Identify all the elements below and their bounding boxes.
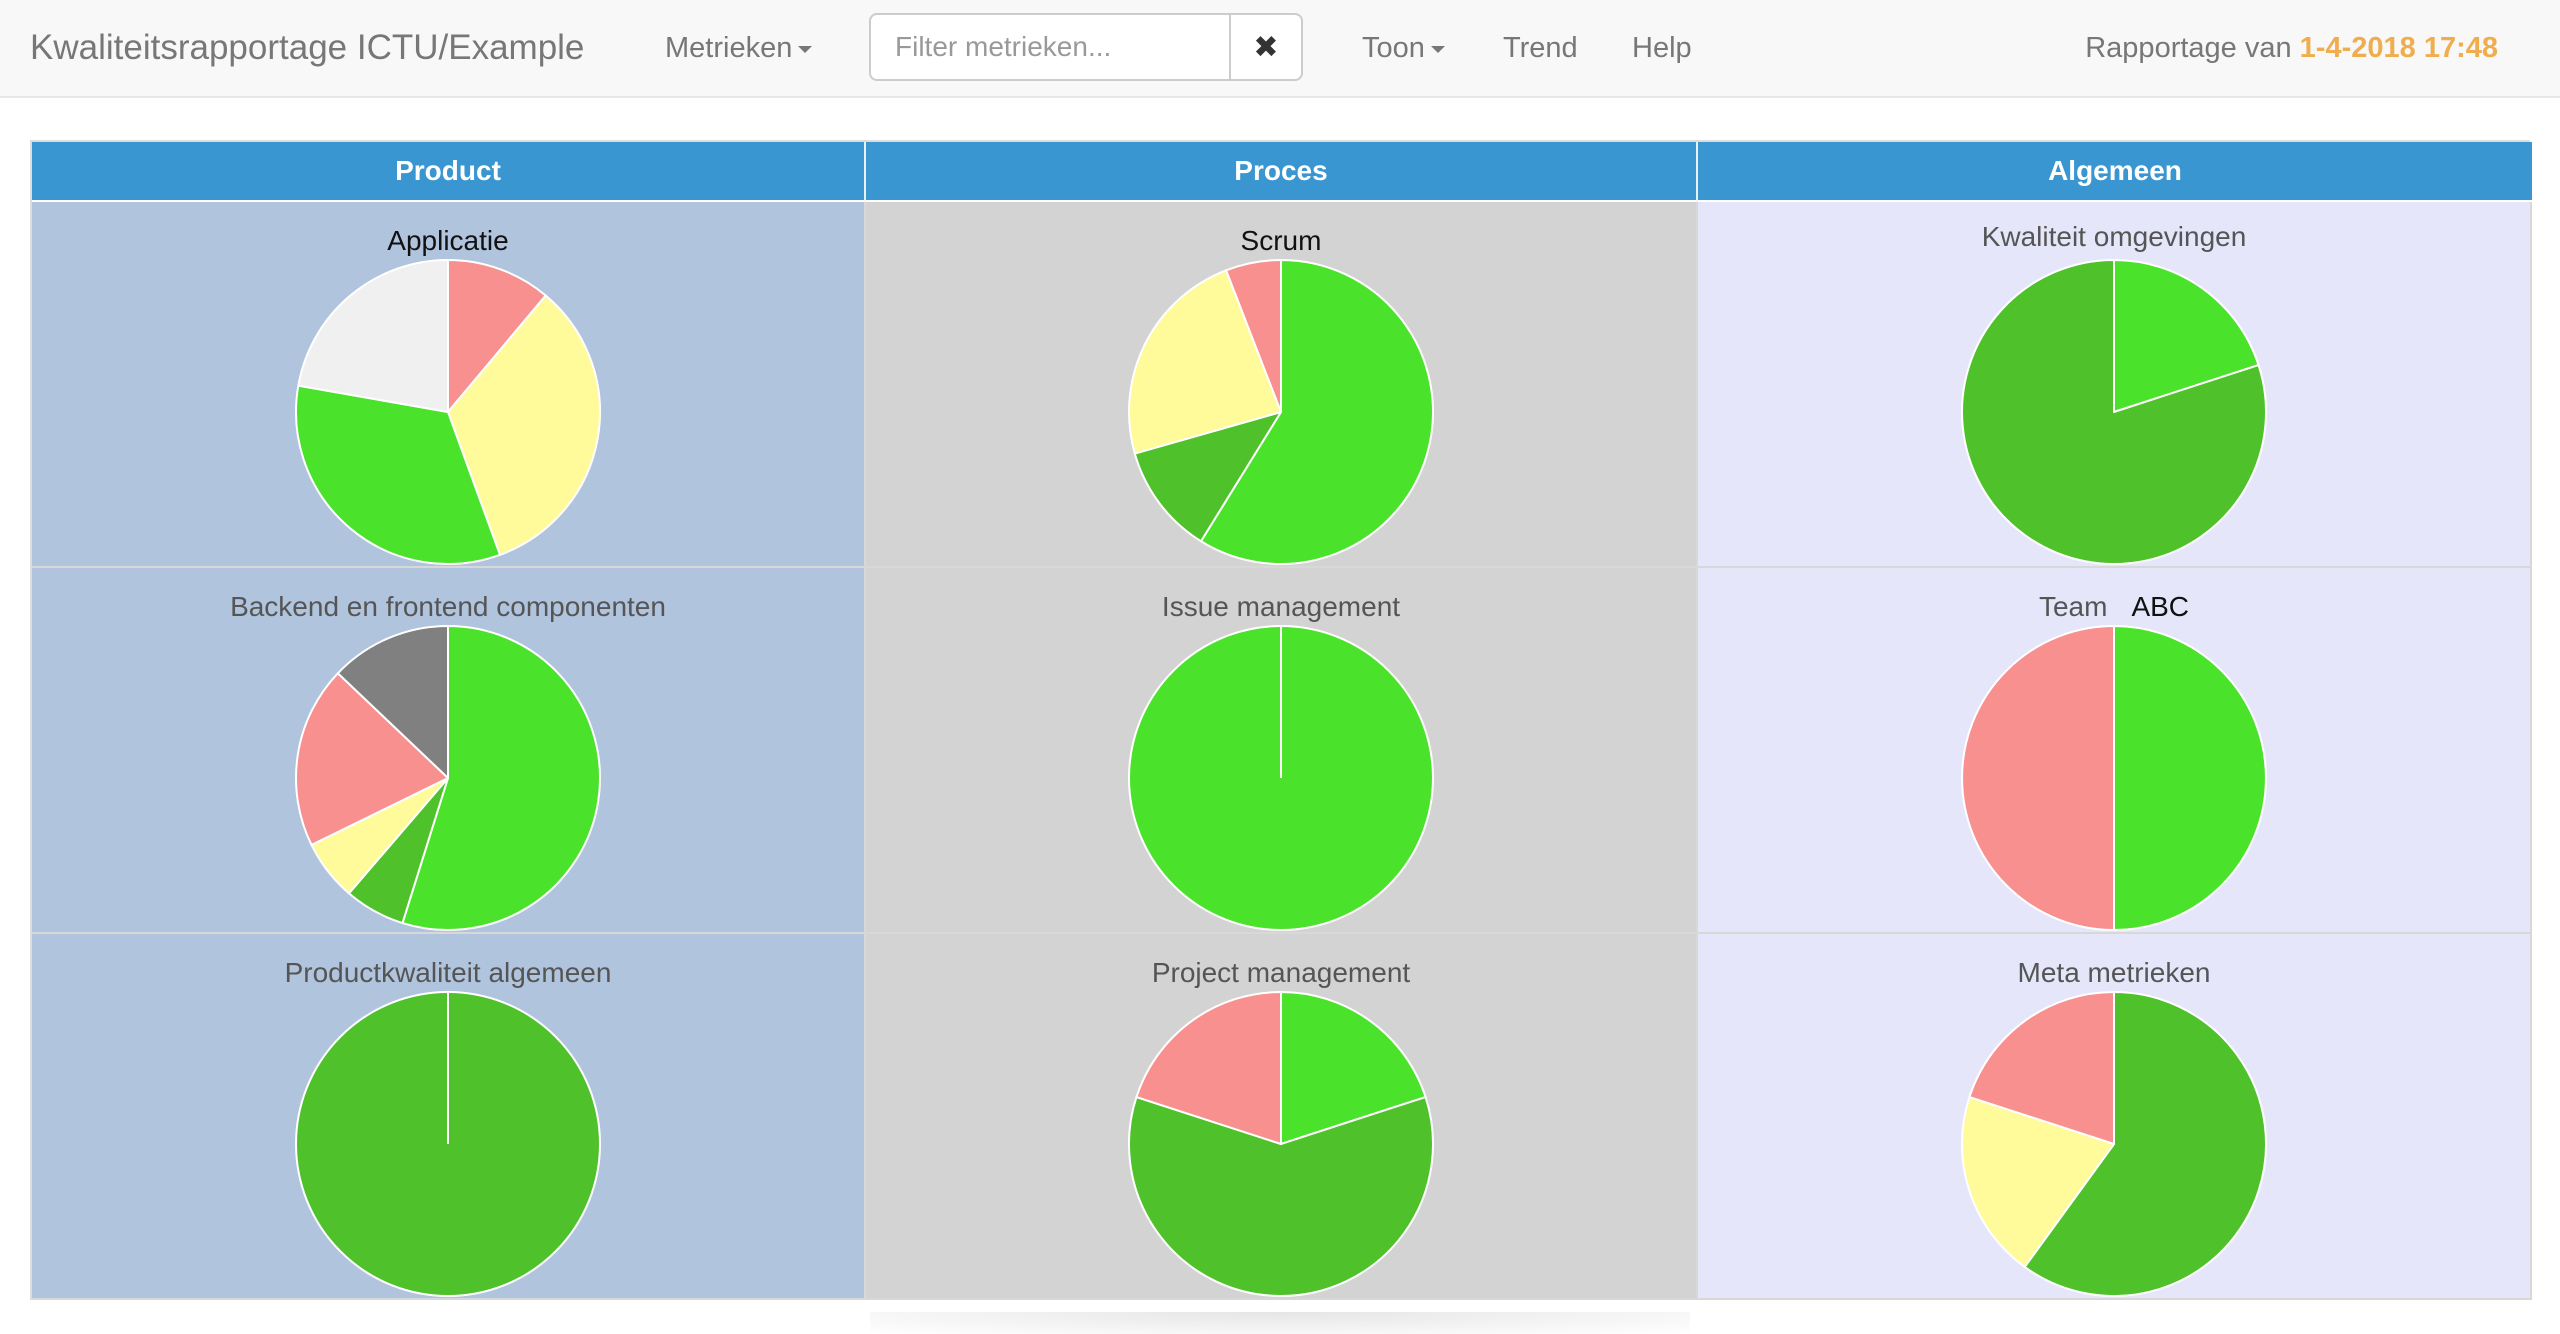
pie-svg (295, 625, 601, 931)
pie-slice-missing[interactable] (297, 259, 449, 413)
caret-down-icon (1430, 45, 1445, 53)
pie-slice-red[interactable] (1225, 259, 1282, 413)
pie-svg (1961, 259, 2267, 565)
section-cell[interactable]: Productkwaliteit algemeen (32, 934, 866, 1300)
column-header-general: Algemeen (1698, 142, 2532, 202)
report-date: Rapportage van 1-4-2018 17:48 (2085, 30, 2498, 66)
footer-shadow (870, 1312, 1690, 1334)
caret-down-icon (798, 45, 813, 53)
pie-slice-green[interactable] (1133, 411, 1282, 543)
section-title[interactable]: Backend en frontend componenten (230, 591, 666, 622)
section-cell[interactable]: Team ABC (1698, 568, 2532, 934)
metrics-menu-label: Metrieken (665, 32, 793, 64)
pie-slice-red[interactable] (295, 672, 449, 846)
metrics-menu[interactable]: Metrieken (665, 30, 813, 66)
pie-slice-perfect[interactable] (401, 625, 601, 931)
help-link[interactable]: Help (1632, 32, 1692, 64)
pie-svg (1961, 625, 2267, 931)
pie-slice-green[interactable] (2023, 991, 2267, 1297)
trend-link[interactable]: Trend (1503, 32, 1578, 64)
section-title[interactable]: Issue management (1161, 591, 1401, 622)
filter-group: ✖ (869, 13, 1303, 81)
pie-slice-yellow[interactable] (447, 294, 601, 556)
section-cell[interactable]: Kwaliteit omgevingen (1698, 202, 2532, 568)
section-title[interactable]: Kwaliteit omgevingen (1981, 221, 2247, 252)
column-header-process: Proces (866, 142, 1698, 202)
pie-svg (1128, 625, 1434, 931)
pie-chart[interactable] (1126, 989, 1436, 1298)
pie-chart[interactable] (1126, 623, 1436, 932)
pie-slice-yellow[interactable] (1961, 1096, 2115, 1268)
column-header-product: Product (32, 142, 866, 202)
section-cell[interactable]: Applicatie (32, 202, 866, 568)
pie-slice-perfect[interactable] (2113, 625, 2267, 931)
dashboard-grid: Product Proces Algemeen Applicatie Scrum… (30, 140, 2532, 1300)
pie-slice-red[interactable] (447, 259, 547, 413)
section-cell[interactable]: Scrum (866, 202, 1698, 568)
pie-slice-green[interactable] (1128, 1096, 1434, 1298)
pie-slice-perfect[interactable] (1199, 259, 1434, 565)
pie-svg (295, 259, 601, 565)
section-title[interactable]: Productkwaliteit algemeen (284, 957, 612, 988)
section-title[interactable]: Scrum (1240, 225, 1322, 256)
report-prefix: Rapportage van (2085, 32, 2292, 64)
show-menu-label: Toon (1362, 32, 1425, 64)
pie-svg (1961, 991, 2267, 1297)
pie-svg (1128, 259, 1434, 565)
section-cell[interactable]: Meta metrieken (1698, 934, 2532, 1300)
pie-slice-red[interactable] (1968, 991, 2115, 1145)
section-cell[interactable]: Project management (866, 934, 1698, 1300)
pie-chart[interactable] (1959, 989, 2269, 1298)
pie-chart[interactable] (1126, 257, 1436, 566)
pie-slice-green[interactable] (1961, 259, 2267, 565)
report-timestamp: 1-4-2018 17:48 (2299, 32, 2498, 64)
pie-slice-grey[interactable] (336, 625, 449, 779)
brand-title[interactable]: Kwaliteitsrapportage ICTU/Example (30, 28, 585, 67)
section-title[interactable]: Meta metrieken (2017, 957, 2211, 988)
pie-svg (295, 991, 601, 1297)
filter-input[interactable] (869, 13, 1229, 81)
pie-slice-perfect[interactable] (2113, 259, 2260, 413)
section-title[interactable]: Applicatie (387, 225, 509, 256)
pie-chart[interactable] (1959, 623, 2269, 932)
show-menu[interactable]: Toon (1362, 30, 1445, 66)
section-cell[interactable]: Backend en frontend componenten (32, 568, 866, 934)
navbar: Kwaliteitsrapportage ICTU/Example Metrie… (0, 0, 2560, 98)
section-title[interactable]: Project management (1151, 957, 1411, 988)
pie-slice-perfect[interactable] (295, 384, 501, 565)
pie-slice-perfect[interactable] (1280, 991, 1427, 1145)
section-cell[interactable]: Issue management (866, 568, 1698, 934)
pie-chart[interactable] (293, 623, 603, 932)
close-icon: ✖ (1253, 30, 1279, 64)
section-title[interactable]: Team ABC (2038, 591, 2190, 622)
pie-chart[interactable] (1959, 257, 2269, 566)
clear-filter-button[interactable]: ✖ (1229, 13, 1303, 81)
pie-slice-red[interactable] (1961, 625, 2115, 931)
pie-slice-red[interactable] (1135, 991, 1282, 1145)
pie-chart[interactable] (293, 257, 603, 566)
pie-svg (1128, 991, 1434, 1298)
pie-chart[interactable] (293, 989, 603, 1298)
